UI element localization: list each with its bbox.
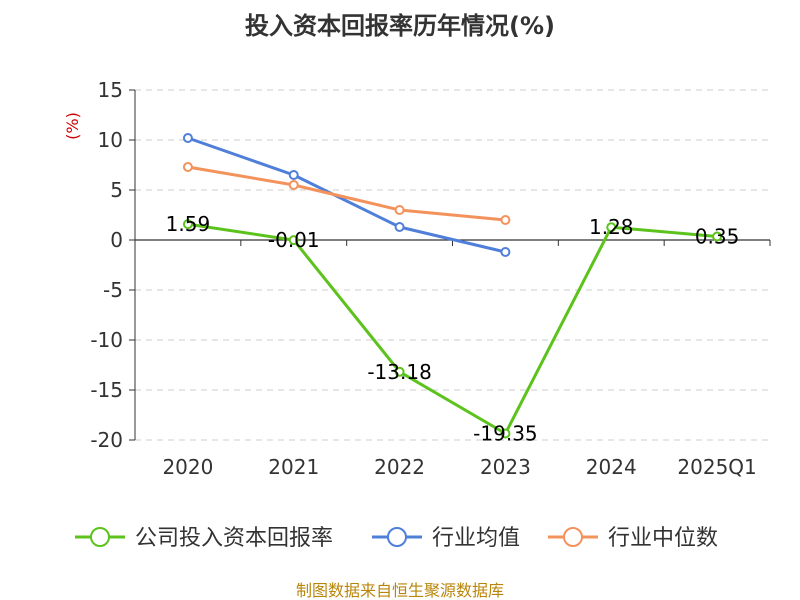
data-point <box>182 133 193 143</box>
data-point <box>394 366 405 377</box>
y-tick-label: 15 <box>98 78 123 102</box>
grid-layer <box>135 89 770 441</box>
y-tick-label: -15 <box>90 378 123 402</box>
data-point <box>394 205 405 215</box>
data-point <box>500 428 511 439</box>
data-point <box>182 162 193 172</box>
data-point <box>394 222 405 232</box>
x-tick-label: 2021 <box>268 455 319 479</box>
data-point <box>288 235 299 246</box>
legend-marker <box>563 527 583 547</box>
y-tick-label: 5 <box>110 178 123 202</box>
data-point <box>712 231 723 242</box>
data-label: -13.18 <box>367 360 431 384</box>
y-tick-label: 10 <box>98 128 123 152</box>
y-tick-label: -10 <box>90 328 123 352</box>
y-tick-label: -20 <box>90 428 123 452</box>
source-note: 制图数据来自恒生聚源数据库 <box>296 581 504 600</box>
legend-item-2[interactable]: 行业中位数 <box>548 526 718 551</box>
legend-marker <box>387 527 407 547</box>
data-point <box>182 219 193 230</box>
x-tick-label: 2025Q1 <box>677 455 756 479</box>
legend-marker <box>90 527 110 547</box>
series-line-1 <box>187 136 506 254</box>
legend-item-1[interactable]: 行业均值 <box>372 526 520 551</box>
data-point <box>288 170 299 180</box>
data-label-layer: 1.59 -0.01 -13.18 -19.35 1.28 0.35 <box>166 212 740 445</box>
y-tick-label: -5 <box>103 278 123 302</box>
legend-item-0[interactable]: 公司投入资本回报率 <box>75 526 333 551</box>
data-point <box>288 180 299 190</box>
legend: 公司投入资本回报率 行业均值 行业中位数 <box>75 526 718 551</box>
series-layer <box>182 133 723 439</box>
data-label: 1.28 <box>589 215 634 239</box>
series-line-0 <box>187 222 718 435</box>
x-tick-label: 2020 <box>162 455 213 479</box>
x-tick-label: 2022 <box>374 455 425 479</box>
x-tick-label: 2023 <box>480 455 531 479</box>
chart-title: 投入资本回报率历年情况(%) <box>245 12 555 40</box>
y-tick-label: 0 <box>110 228 123 252</box>
x-tick-label: 2024 <box>586 455 637 479</box>
legend-label: 行业中位数 <box>608 526 718 551</box>
data-point <box>606 222 617 233</box>
data-label: -19.35 <box>473 422 537 446</box>
data-label: -0.01 <box>268 228 320 252</box>
data-point <box>500 215 511 225</box>
data-label: 0.35 <box>695 225 740 249</box>
axis-layer: 15 10 5 0 -5 -10 -15 -20 2020 2021 2022 2023 2024 202… <box>90 78 771 479</box>
y-axis-label: (%) <box>63 112 82 140</box>
legend-label: 公司投入资本回报率 <box>135 526 333 551</box>
legend-label: 行业均值 <box>432 526 520 551</box>
series-line-2 <box>187 165 506 222</box>
data-label: 1.59 <box>166 212 211 236</box>
data-point <box>500 247 511 257</box>
